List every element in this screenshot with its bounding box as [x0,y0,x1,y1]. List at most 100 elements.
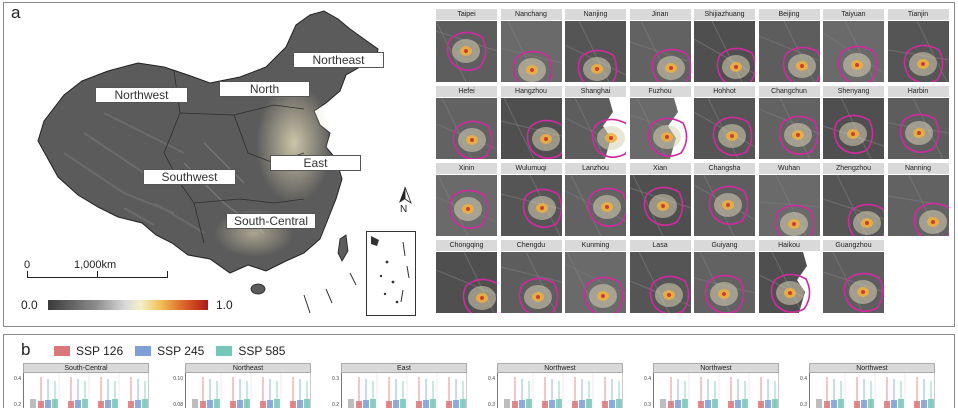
city-thumbnail-grid: Taipei Nanchang Nanjing Jinan Shijiazhuang Be… [436,9,950,317]
city-image [823,252,884,313]
mini-boxplot-chart: East 0.3 0.2 [325,363,467,408]
city-image [823,175,884,236]
ssp-legend: SSP 126 SSP 245 SSP 585 [54,344,297,358]
city-image [500,175,562,236]
region-label-northwest: Northwest [95,87,188,103]
city-image [758,98,820,159]
region-label-north: North [219,81,310,97]
panel-letter-b: b [21,340,31,359]
city-thumbnail: Shanghai [565,86,626,162]
mini-chart-tick-label: 0.3 [800,402,807,408]
region-label-southwest: Southwest [143,169,236,185]
city-thumbnail: Shenyang [823,86,884,162]
city-title: Hangzhou [500,86,562,97]
city-thumbnail: Chongqing [436,240,497,316]
city-image [629,252,691,313]
city-title: Chongqing [436,240,497,251]
city-thumbnail: Haikou [758,240,820,316]
city-image [694,98,755,159]
mini-chart-plot [497,373,623,408]
city-title: Taiyuan [823,9,884,20]
city-image [436,252,497,313]
city-title: Lanzhou [565,163,626,174]
legend-swatch [54,346,70,356]
city-title: Lasa [629,240,691,251]
city-thumbnail: Hefei [436,86,497,162]
region-label-northeast: Northeast [293,52,384,68]
mini-chart-title: Northwest [809,363,935,373]
city-title: Taipei [436,9,497,20]
mini-chart-title: Northeast [185,363,311,373]
city-thumbnail: Nanjing [565,9,626,85]
mini-chart-title: Northwest [497,363,623,373]
city-image [436,21,497,82]
city-thumbnail: Xian [629,163,691,239]
city-title: Beijing [758,9,820,20]
mini-chart-plot [809,373,935,408]
colorbar-max-label: 1.0 [216,298,233,312]
legend-label: SSP 126 [76,344,124,358]
scale-bar [21,265,181,279]
city-title: Kunming [565,240,626,251]
city-title: Nanchang [500,9,562,20]
city-thumbnail: Taipei [436,9,497,85]
city-image [500,252,562,313]
city-title: Jinan [629,9,691,20]
city-image [887,21,949,82]
city-image [629,175,691,236]
city-image [887,98,949,159]
city-title: Shanghai [565,86,626,97]
city-thumbnail: Beijing [758,9,820,85]
mini-chart-title: South-Central [23,363,149,373]
city-image [629,98,691,159]
city-title: Hefei [436,86,497,97]
panel-letter-a: a [11,3,21,22]
city-thumbnail: Fuzhou [629,86,691,162]
city-image [500,21,562,82]
colorbar-min-label: 0.0 [21,298,38,312]
hainan-shape [250,283,266,295]
mini-chart-plot [653,373,779,408]
mini-chart-tick-label: 0.3 [332,376,339,382]
city-title: Chengdu [500,240,562,251]
mini-chart-plot [23,373,149,408]
panel-b: b SSP 126 SSP 245 SSP 585 South-Central 0… [3,334,955,408]
mini-chart-tick-label: 0.3 [488,402,495,408]
mini-chart-tick-label: 0.4 [14,376,21,382]
city-image [565,252,626,313]
city-thumbnail: Changchun [758,86,820,162]
city-thumbnail: Nanning [887,163,949,239]
city-image [694,175,755,236]
city-title: Nanning [887,163,949,174]
city-image [887,175,949,236]
mini-chart-tick-label: 0.08 [173,402,183,408]
city-image [629,21,691,82]
city-image [436,175,497,236]
city-thumbnail: Shijiazhuang [694,9,755,85]
city-thumbnail: Jinan [629,9,691,85]
mini-boxplot-chart: Northwest 0.4 0.3 [637,363,779,408]
mini-chart-tick-label: 0.2 [14,402,21,408]
city-image [823,21,884,82]
city-image [694,21,755,82]
mini-chart-tick-label: 0.3 [644,402,651,408]
city-image [500,98,562,159]
south-china-sea-inset [366,231,416,316]
legend-item-ssp126: SSP 126 [54,344,123,358]
city-title: Xian [629,163,691,174]
mini-chart-tick-label: 0.4 [800,376,807,382]
city-image [565,21,626,82]
city-title: Wuhan [758,163,820,174]
legend-item-ssp585: SSP 585 [216,344,285,358]
city-title: Shijiazhuang [694,9,755,20]
mini-chart-title: East [341,363,467,373]
china-map [37,10,379,314]
city-thumbnail: Lanzhou [565,163,626,239]
scale-end-label: 1,000km [74,259,117,271]
mini-chart-tick-label: 0.4 [488,376,495,382]
city-thumbnail: Guangzhou [823,240,884,316]
city-image [758,175,820,236]
city-title: Changchun [758,86,820,97]
mini-chart-title: Northwest [653,363,779,373]
mini-boxplot-chart: South-Central 0.4 0.2 [7,363,149,408]
